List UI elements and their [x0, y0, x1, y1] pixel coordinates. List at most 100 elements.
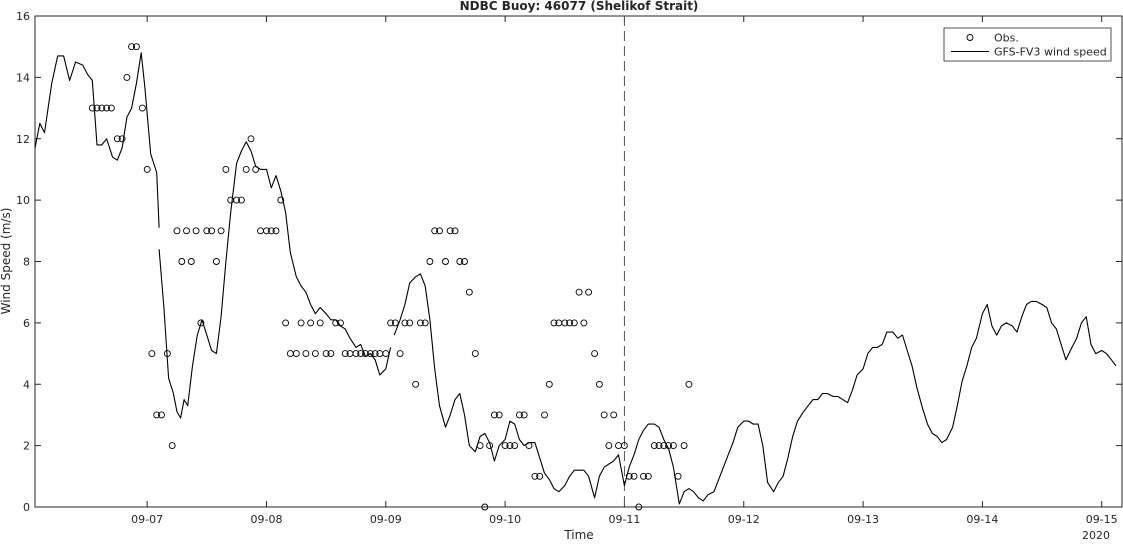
obs-point [575, 288, 583, 296]
y-tick-label: 12 [16, 133, 30, 146]
obs-point [615, 442, 622, 450]
legend: Obs.GFS-FV3 wind speed [943, 27, 1112, 62]
obs-point [461, 258, 468, 265]
axes-box [34, 15, 1123, 508]
obs-point [591, 350, 599, 358]
legend-obs-marker [966, 34, 974, 41]
obs-point [545, 380, 553, 388]
obs-point [357, 350, 365, 358]
obs-point [620, 442, 628, 450]
obs-point [222, 165, 230, 173]
x-tick-label: 09-11 [608, 513, 640, 526]
obs-point [685, 380, 693, 388]
y-tick-label: 8 [23, 256, 30, 269]
obs-point [580, 319, 588, 327]
y-tick-label: 2 [23, 440, 30, 453]
obs-point [311, 350, 319, 358]
obs-point [382, 350, 390, 358]
chart-title: NDBC Buoy: 46077 (Shelikof Strait) [460, 0, 699, 13]
obs-point [192, 227, 200, 235]
obs-point [406, 319, 414, 327]
obs-point [158, 411, 165, 419]
plot-area: 0 2 4 6 8 10 12 14 16 09-07 09-08 09-09 09-10 09-11 09… [16, 10, 1123, 526]
obs-point [233, 196, 241, 204]
obs-point [520, 411, 528, 419]
obs-point [252, 165, 260, 173]
obs-point [550, 319, 558, 327]
y-tick-label: 10 [16, 194, 30, 207]
obs-point [247, 135, 255, 143]
obs-point [426, 258, 434, 265]
y-tick-label: 4 [23, 378, 30, 391]
obs-point [371, 350, 379, 358]
obs-point [128, 43, 136, 51]
obs-point [600, 411, 608, 419]
obs-point [297, 319, 305, 327]
obs-point [143, 165, 151, 173]
legend-model-label: GFS-FV3 wind speed [994, 46, 1107, 59]
obs-point [421, 319, 429, 327]
obs-point [610, 411, 618, 419]
year-label: 2020 [1082, 529, 1110, 541]
obs-point [132, 43, 140, 51]
obs-point [630, 472, 638, 480]
obs-point [481, 503, 489, 511]
obs-point [88, 104, 96, 112]
obs-point [412, 380, 420, 388]
obs-point [302, 350, 310, 358]
obs-point [531, 472, 539, 480]
obs-point [148, 350, 156, 358]
model-line-segment [393, 273, 1117, 505]
obs-point [173, 227, 181, 235]
obs-point [307, 319, 315, 327]
y-axis-label: Wind Speed (m/s) [0, 208, 13, 315]
obs-point [352, 350, 360, 358]
obs-point [197, 319, 205, 327]
obs-point [237, 196, 245, 204]
obs-point [337, 319, 344, 327]
obs-point [471, 350, 479, 358]
obs-point [669, 442, 677, 450]
obs-point [118, 135, 126, 143]
x-tick-label: 09-09 [370, 513, 402, 526]
obs-point [680, 442, 688, 450]
obs-point [316, 319, 324, 327]
obs-point [267, 227, 275, 235]
obs-point [416, 319, 424, 327]
obs-point [650, 442, 658, 450]
x-tick-label: 09-14 [966, 513, 998, 526]
x-tick-label: 09-07 [131, 513, 163, 526]
obs-point [282, 319, 290, 327]
obs-point [98, 104, 106, 112]
x-tick-label: 09-13 [847, 513, 879, 526]
obs-point [341, 350, 349, 358]
obs-point [506, 442, 514, 450]
legend-box [943, 27, 1112, 62]
obs-point [665, 442, 673, 450]
model-line-segment [158, 141, 392, 419]
obs-point [366, 350, 374, 358]
obs-point [511, 442, 519, 450]
obs-point [436, 227, 443, 235]
obs-point [138, 104, 146, 112]
obs-point [322, 350, 330, 358]
obs-point [168, 442, 176, 450]
obs-point [292, 350, 300, 358]
obs-point [490, 411, 498, 419]
x-tick-label: 09-15 [1086, 513, 1118, 526]
obs-point [541, 411, 548, 419]
obs-point [570, 319, 578, 327]
obs-point [536, 472, 544, 480]
obs-point [674, 472, 682, 480]
obs-point [486, 442, 494, 450]
obs-point [153, 411, 161, 419]
obs-point [123, 73, 131, 81]
obs-point [227, 196, 235, 204]
obs-point [501, 442, 509, 450]
obs-point [431, 227, 439, 235]
obs-point [456, 258, 464, 265]
obs-point [187, 258, 195, 265]
obs-point [107, 104, 115, 112]
